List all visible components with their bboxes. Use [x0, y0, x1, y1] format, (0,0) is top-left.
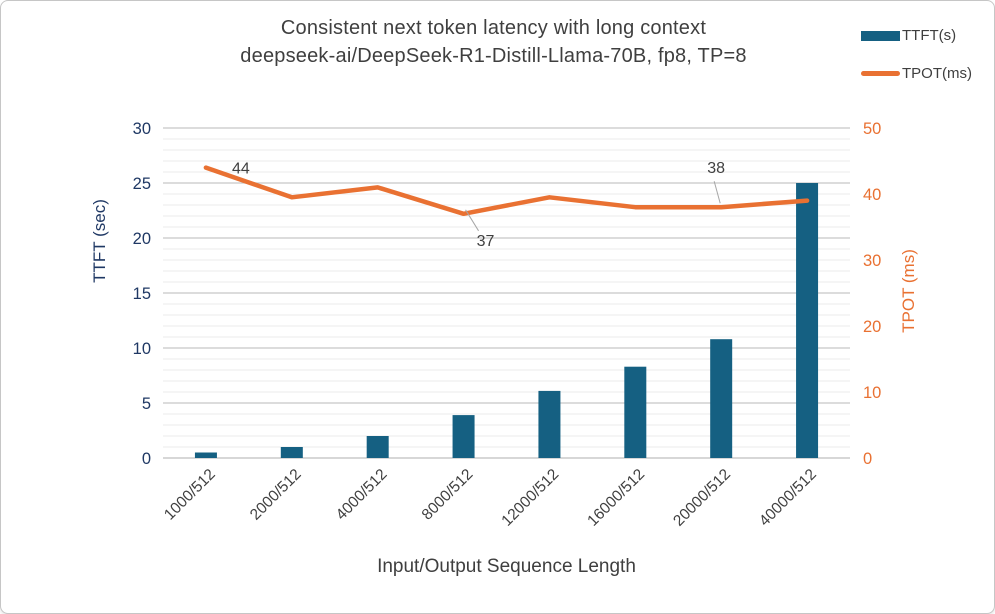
right-axis-title: TPOT (ms): [899, 249, 918, 333]
tpot-line: [203, 165, 810, 217]
legend-item-ttft: TTFT(s): [861, 27, 972, 44]
right-tick-label: 30: [863, 252, 881, 270]
right-tick-label: 40: [863, 186, 881, 204]
tpot-data-label: 38: [707, 160, 725, 177]
legend: TTFT(s) TPOT(ms): [861, 27, 972, 82]
right-tick-label: 0: [863, 450, 872, 468]
ttft-bar: [194, 452, 217, 458]
data-label-leader-line: [465, 209, 479, 232]
ttft-bar: [366, 436, 389, 458]
right-tick-label: 50: [863, 120, 881, 138]
x-tick-label: 20000/512: [670, 466, 734, 530]
ttft-bar: [538, 390, 561, 458]
left-tick-label: 25: [133, 175, 151, 193]
x-tick-label: 40000/512: [756, 466, 820, 530]
left-tick-label: 10: [133, 340, 151, 358]
ttft-bar: [452, 415, 475, 458]
chart-title-line2: deepseek-ai/DeepSeek-R1-Distill-Llama-70…: [240, 45, 747, 67]
ttft-bar: [796, 183, 819, 458]
tpot-data-label: 44: [232, 161, 250, 178]
right-tick-label: 10: [863, 384, 881, 402]
x-axis-title: Input/Output Sequence Length: [377, 556, 636, 577]
tpot-series-swatch-icon: [861, 71, 901, 76]
x-tick-label: 4000/512: [333, 466, 391, 524]
ttft-bar: [710, 339, 733, 458]
x-tick-label: 12000/512: [498, 466, 562, 530]
chart-title: Consistent next token latency with long …: [1, 14, 986, 70]
x-tick-label: 8000/512: [419, 466, 477, 524]
ttft-bar: [280, 447, 303, 458]
ttft-bar: [624, 366, 647, 458]
data-label-leader-line: [713, 181, 721, 204]
left-tick-label: 20: [133, 230, 151, 248]
left-tick-label: 15: [133, 285, 151, 303]
left-tick-label: 30: [133, 120, 151, 138]
right-tick-label: 20: [863, 318, 881, 336]
left-tick-label: 0: [142, 450, 151, 468]
x-tick-label: 1000/512: [161, 466, 219, 524]
legend-label-tpot: TPOT(ms): [902, 65, 972, 82]
x-tick-label: 16000/512: [584, 466, 648, 530]
left-axis-title: TTFT (sec): [90, 199, 109, 283]
legend-item-tpot: TPOT(ms): [861, 65, 972, 82]
chart-title-line1: Consistent next token latency with long …: [280, 17, 707, 39]
ttft-series-swatch-icon: [861, 30, 901, 41]
x-tick-label: 2000/512: [247, 466, 305, 524]
left-tick-label: 5: [142, 395, 151, 413]
legend-label-ttft: TTFT(s): [902, 27, 957, 44]
tpot-data-label: 37: [477, 233, 495, 250]
